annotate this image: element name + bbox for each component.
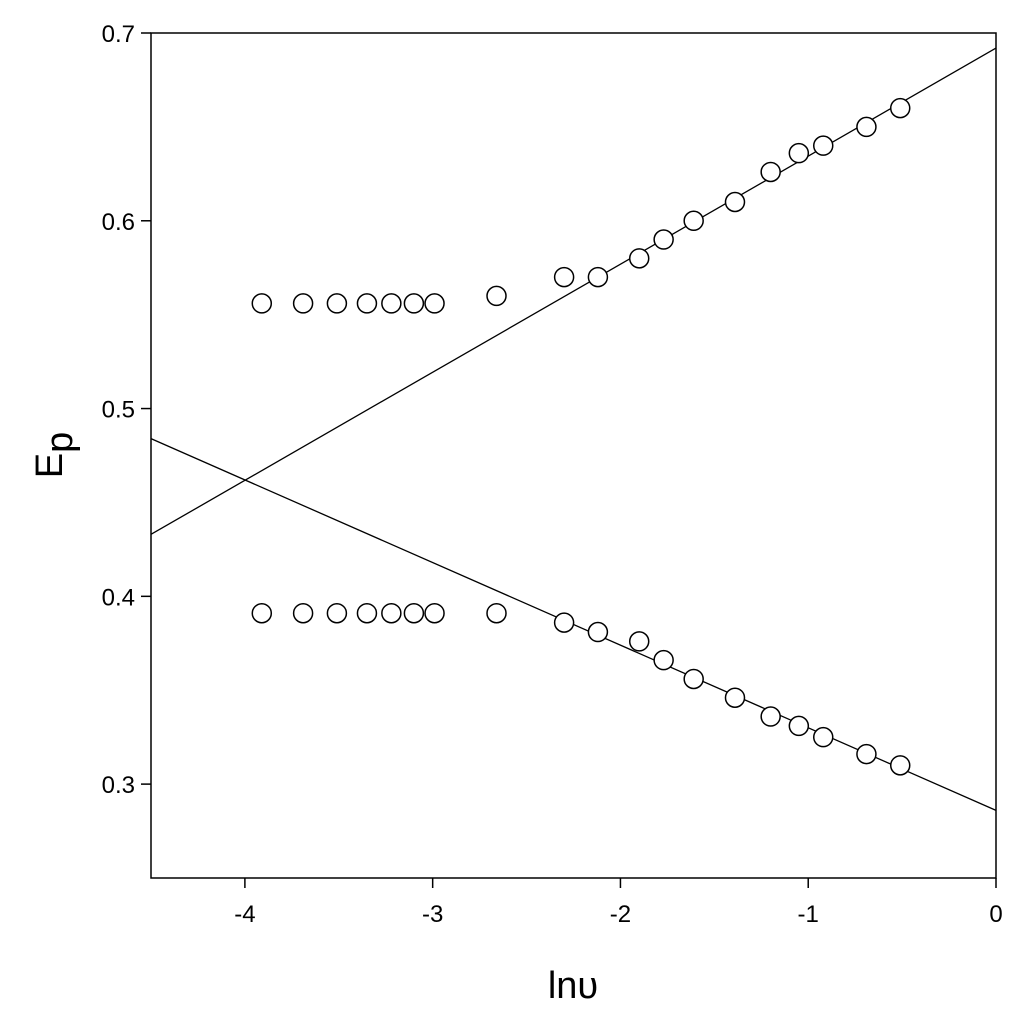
data-point-series-1 [628, 248, 650, 269]
data-point-series-2 [653, 649, 674, 671]
y-tick-label: 0.4 [102, 584, 135, 611]
data-point-series-2 [683, 668, 704, 690]
fit-line-1 [150, 47, 997, 535]
data-point-series-2 [251, 602, 273, 624]
y-axis-title: Ep [29, 432, 81, 479]
data-point-series-1 [724, 191, 746, 213]
data-point-series-1 [812, 135, 834, 156]
y-axis-title-main: E [29, 453, 71, 478]
data-point-series-2 [889, 755, 911, 776]
data-point-series-2 [812, 726, 834, 748]
data-point-series-1 [381, 293, 402, 314]
data-point-series-1 [292, 293, 314, 314]
y-axis-ticks: 0.3 0.4 0.5 0.6 0.7 [102, 21, 151, 799]
y-tick-label: 0.6 [102, 209, 135, 236]
data-point-series-1 [553, 266, 575, 288]
data-point-series-2 [760, 706, 781, 727]
fit-lines [150, 47, 997, 811]
data-point-series-1 [251, 293, 273, 314]
data-point-series-2 [424, 602, 445, 624]
data-point-series-1 [856, 116, 877, 138]
y-tick-label: 0.5 [102, 397, 135, 424]
data-point-series-1 [683, 210, 704, 232]
data-point-series-1 [889, 97, 911, 119]
data-point-series-2 [553, 612, 575, 633]
data-point-series-2 [326, 602, 348, 624]
y-tick-label: 0.3 [102, 772, 135, 799]
y-tick-label: 0.7 [102, 21, 135, 48]
data-point-series-1 [424, 293, 445, 314]
x-axis-ticks: -4 -3 -2 -1 0 [234, 878, 1003, 928]
data-point-series-1 [326, 293, 348, 314]
x-tick-label: -1 [798, 901, 819, 928]
data-point-series-2 [587, 621, 609, 643]
data-point-series-2 [292, 602, 314, 624]
data-point-series-1 [760, 161, 781, 183]
data-point-series-1 [587, 266, 609, 288]
data-point-series-1 [788, 142, 810, 164]
x-tick-label: -2 [610, 901, 631, 928]
data-point-series-2 [788, 715, 810, 737]
data-points [251, 97, 911, 776]
data-point-series-2 [856, 743, 877, 765]
x-tick-label: 0 [989, 901, 1002, 928]
x-tick-label: -4 [234, 901, 255, 928]
x-tick-label: -3 [422, 901, 443, 928]
data-point-series-2 [724, 687, 746, 708]
y-axis-title-subscript: p [39, 432, 81, 453]
data-point-series-2 [356, 602, 378, 624]
data-point-series-2 [381, 602, 402, 624]
data-point-series-2 [403, 602, 425, 624]
data-point-series-1 [653, 229, 674, 250]
data-point-series-1 [403, 293, 425, 314]
plot-frame [150, 32, 997, 879]
data-point-series-2 [486, 602, 507, 624]
data-point-series-1 [356, 293, 378, 314]
data-point-series-2 [628, 631, 650, 652]
x-axis-title: lnυ [548, 965, 598, 1007]
data-point-series-1 [486, 285, 507, 307]
